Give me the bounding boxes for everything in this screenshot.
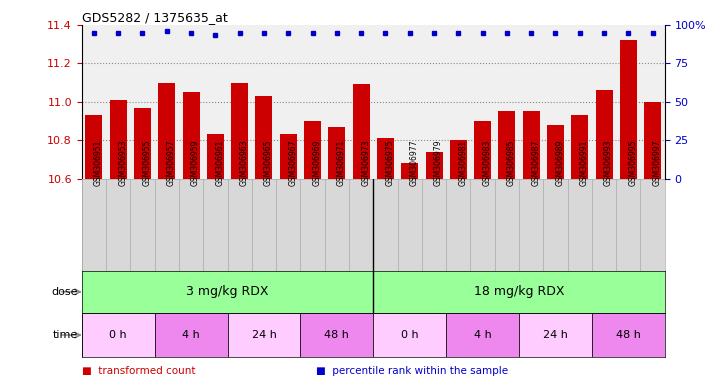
Text: GSM306997: GSM306997 (653, 139, 662, 186)
Bar (523, 111, 540, 179)
Text: GSM306955: GSM306955 (142, 139, 151, 186)
Text: GSM306969: GSM306969 (313, 139, 321, 186)
Text: GSM306995: GSM306995 (629, 139, 637, 186)
Bar (447, 313, 519, 357)
Bar (159, 83, 176, 179)
Text: GSM306977: GSM306977 (410, 139, 419, 186)
Text: GSM306961: GSM306961 (215, 139, 225, 186)
Text: GSM306981: GSM306981 (459, 140, 467, 186)
Bar (231, 83, 248, 179)
Text: GSM306959: GSM306959 (191, 139, 200, 186)
Bar (401, 163, 418, 179)
Text: ■  transformed count: ■ transformed count (82, 366, 196, 376)
Text: 3 mg/kg RDX: 3 mg/kg RDX (186, 285, 269, 298)
Text: time: time (53, 330, 78, 340)
Bar (82, 313, 155, 357)
Text: GDS5282 / 1375635_at: GDS5282 / 1375635_at (82, 11, 228, 24)
Bar (328, 127, 346, 179)
Text: 24 h: 24 h (543, 330, 568, 340)
Bar (304, 121, 321, 179)
Text: GSM306963: GSM306963 (240, 139, 249, 186)
Bar (450, 140, 467, 179)
Text: GSM306987: GSM306987 (531, 139, 540, 186)
Bar (592, 313, 665, 357)
Text: GSM306965: GSM306965 (264, 139, 273, 186)
Text: GSM306993: GSM306993 (604, 139, 613, 186)
Bar (134, 108, 151, 179)
Text: GSM306951: GSM306951 (94, 139, 103, 186)
Bar (547, 125, 564, 179)
Text: 4 h: 4 h (182, 330, 200, 340)
Bar (279, 134, 296, 179)
Bar (498, 111, 515, 179)
Bar (85, 115, 102, 179)
Text: 0 h: 0 h (401, 330, 419, 340)
Bar (571, 115, 588, 179)
Bar (353, 84, 370, 179)
Bar (255, 96, 272, 179)
Bar (474, 121, 491, 179)
Bar (155, 313, 228, 357)
Bar (228, 313, 301, 357)
Text: 24 h: 24 h (252, 330, 277, 340)
Text: GSM306953: GSM306953 (118, 139, 127, 186)
Text: GSM306989: GSM306989 (555, 139, 565, 186)
Text: GSM306957: GSM306957 (167, 139, 176, 186)
Text: GSM306967: GSM306967 (288, 139, 297, 186)
Text: GSM306971: GSM306971 (337, 139, 346, 186)
Text: ■  percentile rank within the sample: ■ percentile rank within the sample (316, 366, 508, 376)
Bar (519, 313, 592, 357)
Text: GSM306979: GSM306979 (434, 139, 443, 186)
Text: GSM306985: GSM306985 (507, 139, 516, 186)
Bar (207, 134, 224, 179)
Text: GSM306983: GSM306983 (483, 139, 491, 186)
Text: 48 h: 48 h (616, 330, 641, 340)
Bar (644, 102, 661, 179)
Text: GSM306973: GSM306973 (361, 139, 370, 186)
Text: dose: dose (52, 287, 78, 297)
Text: GSM306991: GSM306991 (579, 139, 589, 186)
Text: 0 h: 0 h (109, 330, 127, 340)
Bar (620, 40, 637, 179)
Text: 18 mg/kg RDX: 18 mg/kg RDX (474, 285, 565, 298)
Bar (109, 100, 127, 179)
Bar (377, 138, 394, 179)
Bar (301, 313, 373, 357)
Bar (183, 92, 200, 179)
Bar (425, 152, 442, 179)
Text: 4 h: 4 h (474, 330, 491, 340)
Bar (373, 313, 447, 357)
Bar (596, 90, 613, 179)
Text: GSM306975: GSM306975 (385, 139, 395, 186)
Text: 48 h: 48 h (324, 330, 349, 340)
